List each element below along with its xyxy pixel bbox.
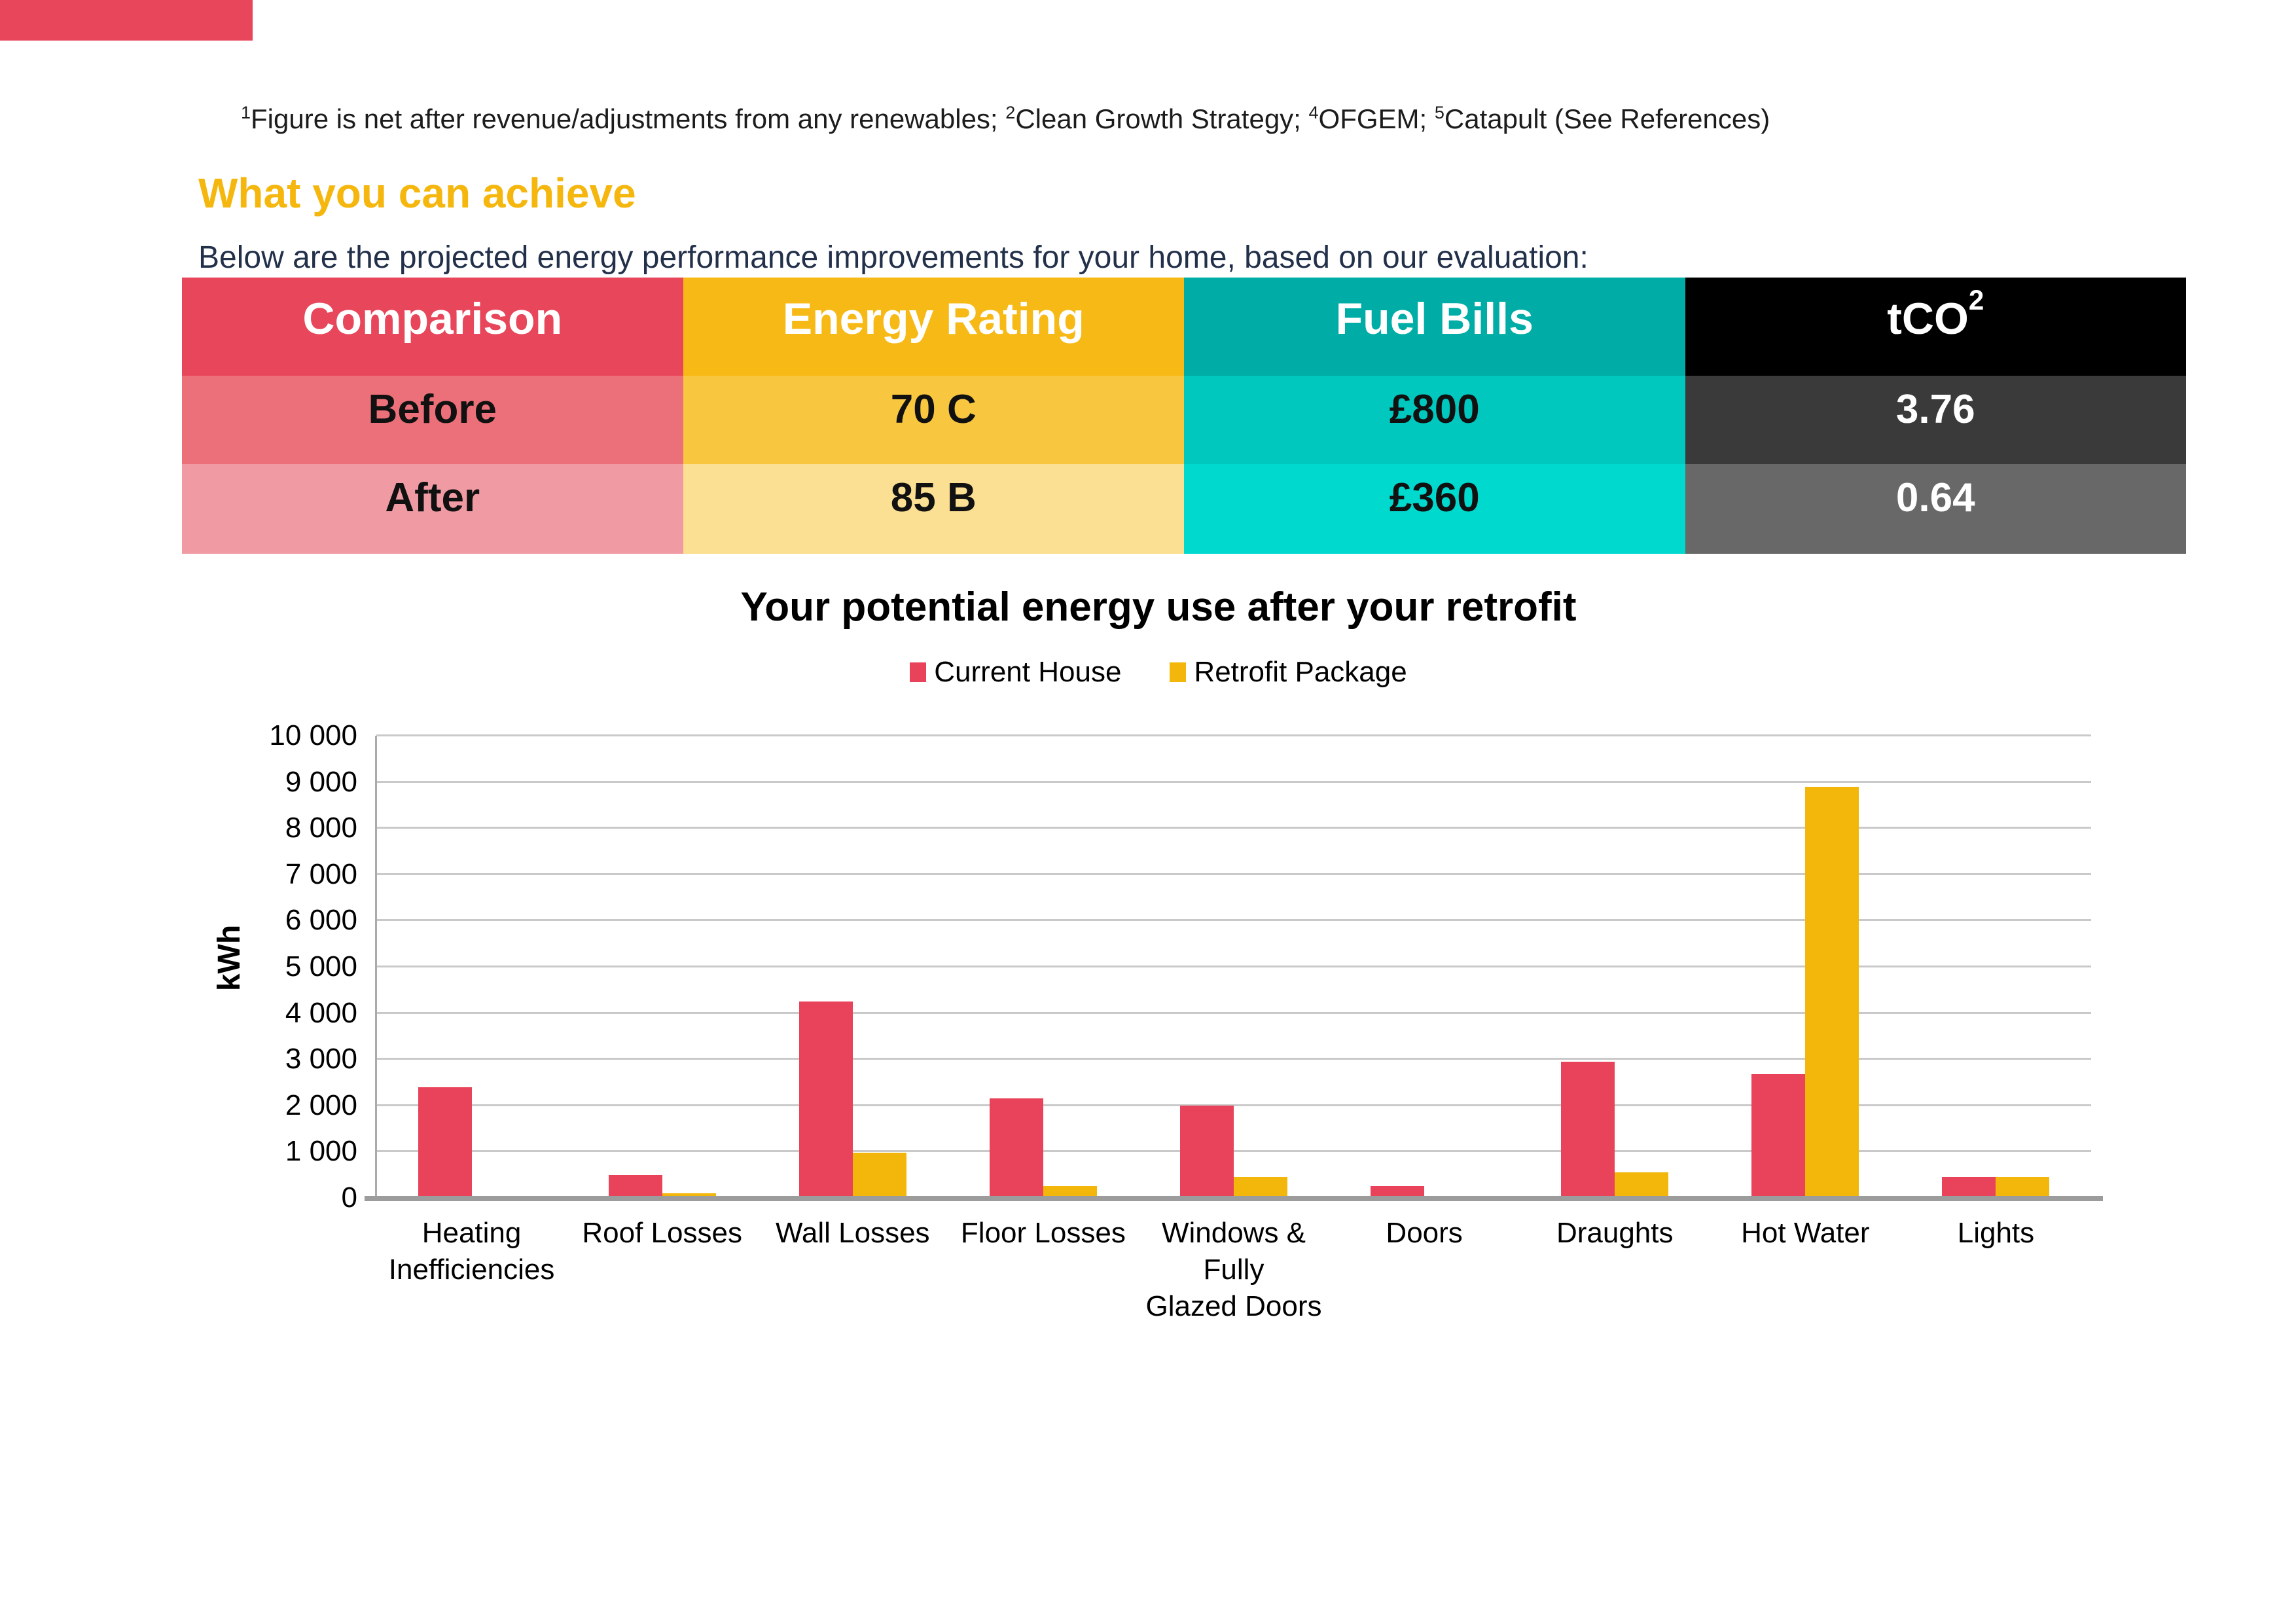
section-heading: What you can achieve (198, 170, 636, 217)
gridline (376, 965, 2091, 967)
bar-retrofit-package-windows-fully-glazed-doors (1234, 1177, 1287, 1198)
footnote-text-2: Clean Growth Strategy; (1015, 103, 1309, 134)
comparison-table: Comparison Energy Rating Fuel Bills tCO 2… (182, 278, 2186, 554)
footnote-sup-2: 2 (1005, 103, 1016, 122)
chart-legend: Current House Retrofit Package (39, 656, 2278, 689)
bar-current-house-windows-fully-glazed-doors (1180, 1106, 1234, 1198)
table-cell-before-tco2: 3.76 (1685, 376, 2186, 464)
bar-current-house-wall-losses (798, 1001, 853, 1198)
y-tick-label: 0 (341, 1182, 357, 1214)
table-cell-before-label: Before (182, 376, 683, 464)
bar-current-house-roof-losses (608, 1175, 662, 1198)
bar-current-house-heating-inefficiencies (418, 1087, 472, 1198)
corner-accent-bar (0, 0, 253, 41)
bar-retrofit-package-floor-losses (1043, 1186, 1097, 1198)
footnote-sup-1: 1 (241, 103, 251, 122)
gridline (376, 919, 2091, 922)
y-tick-label: 7 000 (285, 857, 357, 890)
footnote: 1Figure is net after revenue/adjustments… (241, 103, 1770, 135)
bar-current-house-lights (1942, 1177, 1996, 1198)
footnote-text-4: Catapult (See References) (1444, 103, 1770, 134)
x-category-label-floor-losses: Floor Losses (960, 1217, 1126, 1249)
x-category-label-roof-losses: Roof Losses (582, 1217, 742, 1249)
table-header-energy-rating: Energy Rating (683, 278, 1184, 376)
table-cell-before-bills: £800 (1184, 376, 1685, 464)
x-category-label-wall-losses: Wall Losses (775, 1217, 930, 1249)
footnote-text-3: OFGEM; (1318, 103, 1435, 134)
y-axis-tick-labels: 0 1 000 2 000 3 000 4 000 5 000 6 000 7 000 8 00… (151, 719, 357, 1214)
legend-swatch-retrofit-package (1170, 662, 1187, 682)
y-tick-label: 6 000 (285, 904, 357, 937)
bar-retrofit-package-draughts (1615, 1172, 1669, 1198)
gridline (376, 1058, 2091, 1060)
plot-area (376, 734, 2091, 1198)
x-category-label-draughts: Draughts (1556, 1217, 1674, 1249)
y-tick-label: 9 000 (285, 765, 357, 798)
intro-text: Below are the projected energy performan… (198, 240, 1588, 275)
legend-item-retrofit-package: Retrofit Package (1170, 656, 1407, 689)
footnote-text-1: Figure is net after revenue/adjustments … (251, 103, 1006, 134)
table-cell-before-energy: 70 C (683, 376, 1184, 464)
bar-retrofit-package-hot-water (1805, 787, 1859, 1198)
bar-retrofit-package-lights (1996, 1177, 2050, 1198)
x-axis-line (365, 1196, 2103, 1201)
gridline (376, 1150, 2091, 1153)
bar-current-house-doors (1371, 1186, 1425, 1198)
gridline (376, 780, 2091, 783)
bar-retrofit-package-wall-losses (852, 1153, 906, 1198)
x-category-label-windows-fully-glazed-doors: Windows & Fully Glazed Doors (1145, 1217, 1322, 1322)
y-tick-label: 3 000 (285, 1043, 357, 1075)
y-tick-label: 8 000 (285, 812, 357, 844)
table-cell-after-bills: £360 (1184, 464, 1685, 554)
gridline (376, 873, 2091, 875)
legend-label-retrofit-package: Retrofit Package (1194, 656, 1407, 688)
y-tick-label: 1 000 (285, 1135, 357, 1168)
chart-title: Your potential energy use after your ret… (740, 585, 1577, 630)
table-cell-after-tco2: 0.64 (1685, 464, 2186, 554)
gridline (376, 827, 2091, 829)
bar-current-house-hot-water (1751, 1074, 1806, 1198)
x-category-label-doors: Doors (1386, 1217, 1463, 1249)
table-header-tco2: tCO 2 (1685, 278, 2186, 376)
y-tick-label: 2 000 (285, 1089, 357, 1121)
table-cell-after-label: After (182, 464, 683, 554)
table-cell-after-energy: 85 B (683, 464, 1184, 554)
x-category-label-lights: Lights (1957, 1217, 2035, 1249)
x-category-label-heating-inefficiencies: Heating Inefficiencies (388, 1217, 555, 1286)
x-category-label-hot-water: Hot Water (1741, 1217, 1870, 1249)
footnote-sup-4: 4 (1308, 103, 1319, 122)
bar-current-house-draughts (1561, 1062, 1615, 1198)
gridline (376, 734, 2091, 736)
table-header-comparison: Comparison (182, 278, 683, 376)
legend-swatch-current-house (910, 662, 927, 682)
legend-item-current-house: Current House (910, 656, 1121, 689)
y-tick-label: 4 000 (285, 996, 357, 1029)
y-axis-line (375, 736, 377, 1198)
legend-label-current-house: Current House (934, 656, 1122, 688)
footnote-sup-5: 5 (1434, 103, 1444, 122)
table-header-fuel-bills: Fuel Bills (1184, 278, 1685, 376)
bar-retrofit-package-roof-losses (662, 1193, 716, 1198)
bar-current-house-floor-losses (989, 1098, 1043, 1198)
tco2-base: tCO (1887, 294, 1969, 344)
y-tick-label: 10 000 (269, 719, 357, 751)
gridline (376, 1104, 2091, 1106)
gridline (376, 1011, 2091, 1014)
y-tick-label: 5 000 (285, 950, 357, 983)
x-axis-category-labels: Heating Inefficiencies Roof Losses Wall Los… (376, 1215, 2091, 1359)
